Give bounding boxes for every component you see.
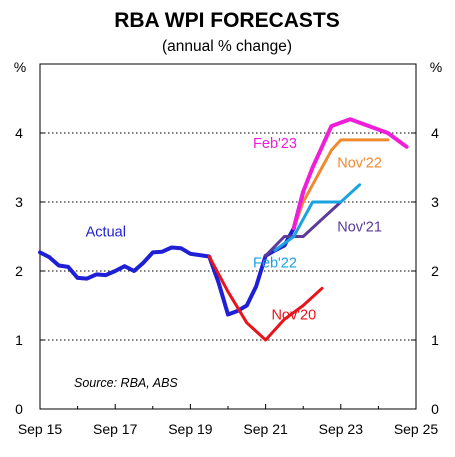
x-tick-label: Sep 25	[394, 421, 439, 437]
y-tick-label-right: 3	[431, 194, 439, 210]
series-line-feb-23	[291, 117, 409, 231]
series-line-feb-22	[273, 183, 362, 252]
y-tick-label-right: 1	[431, 332, 439, 348]
series-label-actual: Actual	[86, 225, 126, 241]
right-unit-label: %	[430, 59, 442, 75]
y-tick-label-left: 2	[15, 263, 23, 279]
chart-subtitle: (annual % change)	[162, 38, 292, 55]
axes: 0 0 1 1 2 2 3 3 4 4 Sep 15 Sep 17 Sep 19 Sep 21 Sep 23…	[15, 63, 439, 437]
x-tick-label: Sep 15	[18, 421, 63, 437]
series-line-nov-22	[292, 138, 390, 230]
left-unit-label: %	[14, 59, 26, 75]
series-line-nov-20	[207, 255, 324, 342]
gridlines	[40, 132, 416, 341]
series-line-actual	[38, 189, 306, 317]
y-tick-label-left: 1	[15, 332, 23, 348]
y-tick-label-right: 4	[431, 125, 439, 141]
source-note: Source: RBA, ABS	[74, 376, 178, 390]
series-labels: Actual Feb'23 Nov'22 Nov'21 Feb'22 Nov'20	[86, 136, 382, 323]
x-tick-label: Sep 17	[93, 421, 138, 437]
chart-title: RBA WPI FORECASTS	[114, 9, 340, 32]
series-label-nov-22: Nov'22	[337, 156, 382, 172]
series-label-feb-23: Feb'23	[253, 136, 297, 152]
series-line-nov-21	[264, 200, 343, 258]
x-tick-label: Sep 19	[168, 421, 213, 437]
y-tick-label-left: 3	[15, 194, 23, 210]
y-tick-label-left: 4	[15, 125, 23, 141]
y-tick-label-left: 0	[15, 401, 23, 417]
series-label-nov-20: Nov'20	[271, 307, 316, 323]
y-tick-label-right: 2	[431, 263, 439, 279]
series-label-nov-21: Nov'21	[337, 220, 382, 236]
y-tick-label-right: 0	[431, 401, 439, 417]
x-tick-label: Sep 21	[243, 421, 288, 437]
x-tick-label: Sep 23	[319, 421, 364, 437]
series-label-feb-22: Feb'22	[253, 256, 297, 272]
series-lines	[38, 117, 409, 342]
